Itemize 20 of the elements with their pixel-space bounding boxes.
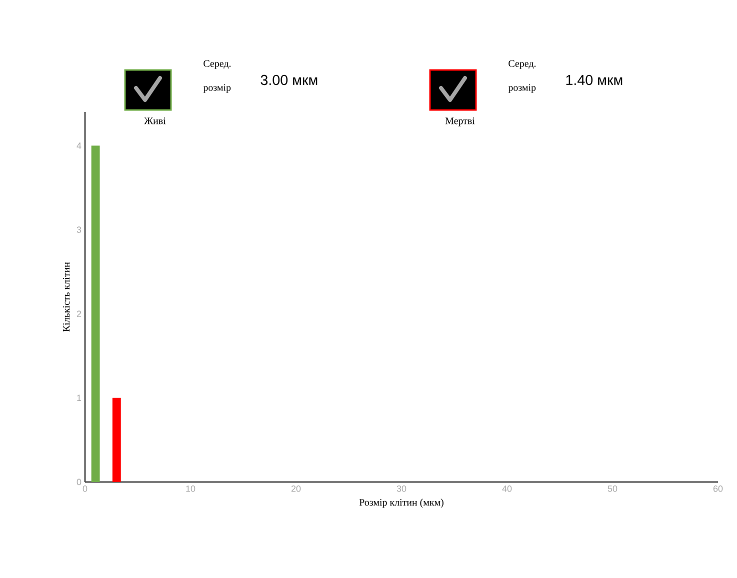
x-axis-title: Розмір клітин (мкм)	[359, 498, 444, 508]
text: Живі	[144, 118, 166, 124]
x-tick-label: 0	[82, 486, 88, 492]
y-tick-label: 1	[77, 394, 82, 401]
x-tick-label: 20	[291, 486, 301, 492]
y-axis-title: Кількість клітин	[62, 262, 70, 332]
y-tick-label: 2	[76, 310, 82, 317]
x-tick-label: 50	[608, 486, 618, 492]
text: Серед. розмір	[508, 60, 536, 93]
x-tick-label: 60	[713, 486, 723, 492]
y-tick-label: 0	[76, 478, 82, 486]
y-tick-label: 4	[76, 142, 82, 149]
y-tick-label: 3	[76, 226, 82, 233]
x-tick-label: 30	[396, 486, 406, 492]
text: 3.00 мкм	[260, 74, 318, 86]
x-tick-label: 40	[502, 486, 512, 492]
x-tick-label: 10	[186, 486, 196, 492]
text: Серед. розмір	[203, 60, 231, 93]
text: 1.40 мкм	[566, 74, 622, 86]
text: Мертві	[445, 118, 475, 126]
